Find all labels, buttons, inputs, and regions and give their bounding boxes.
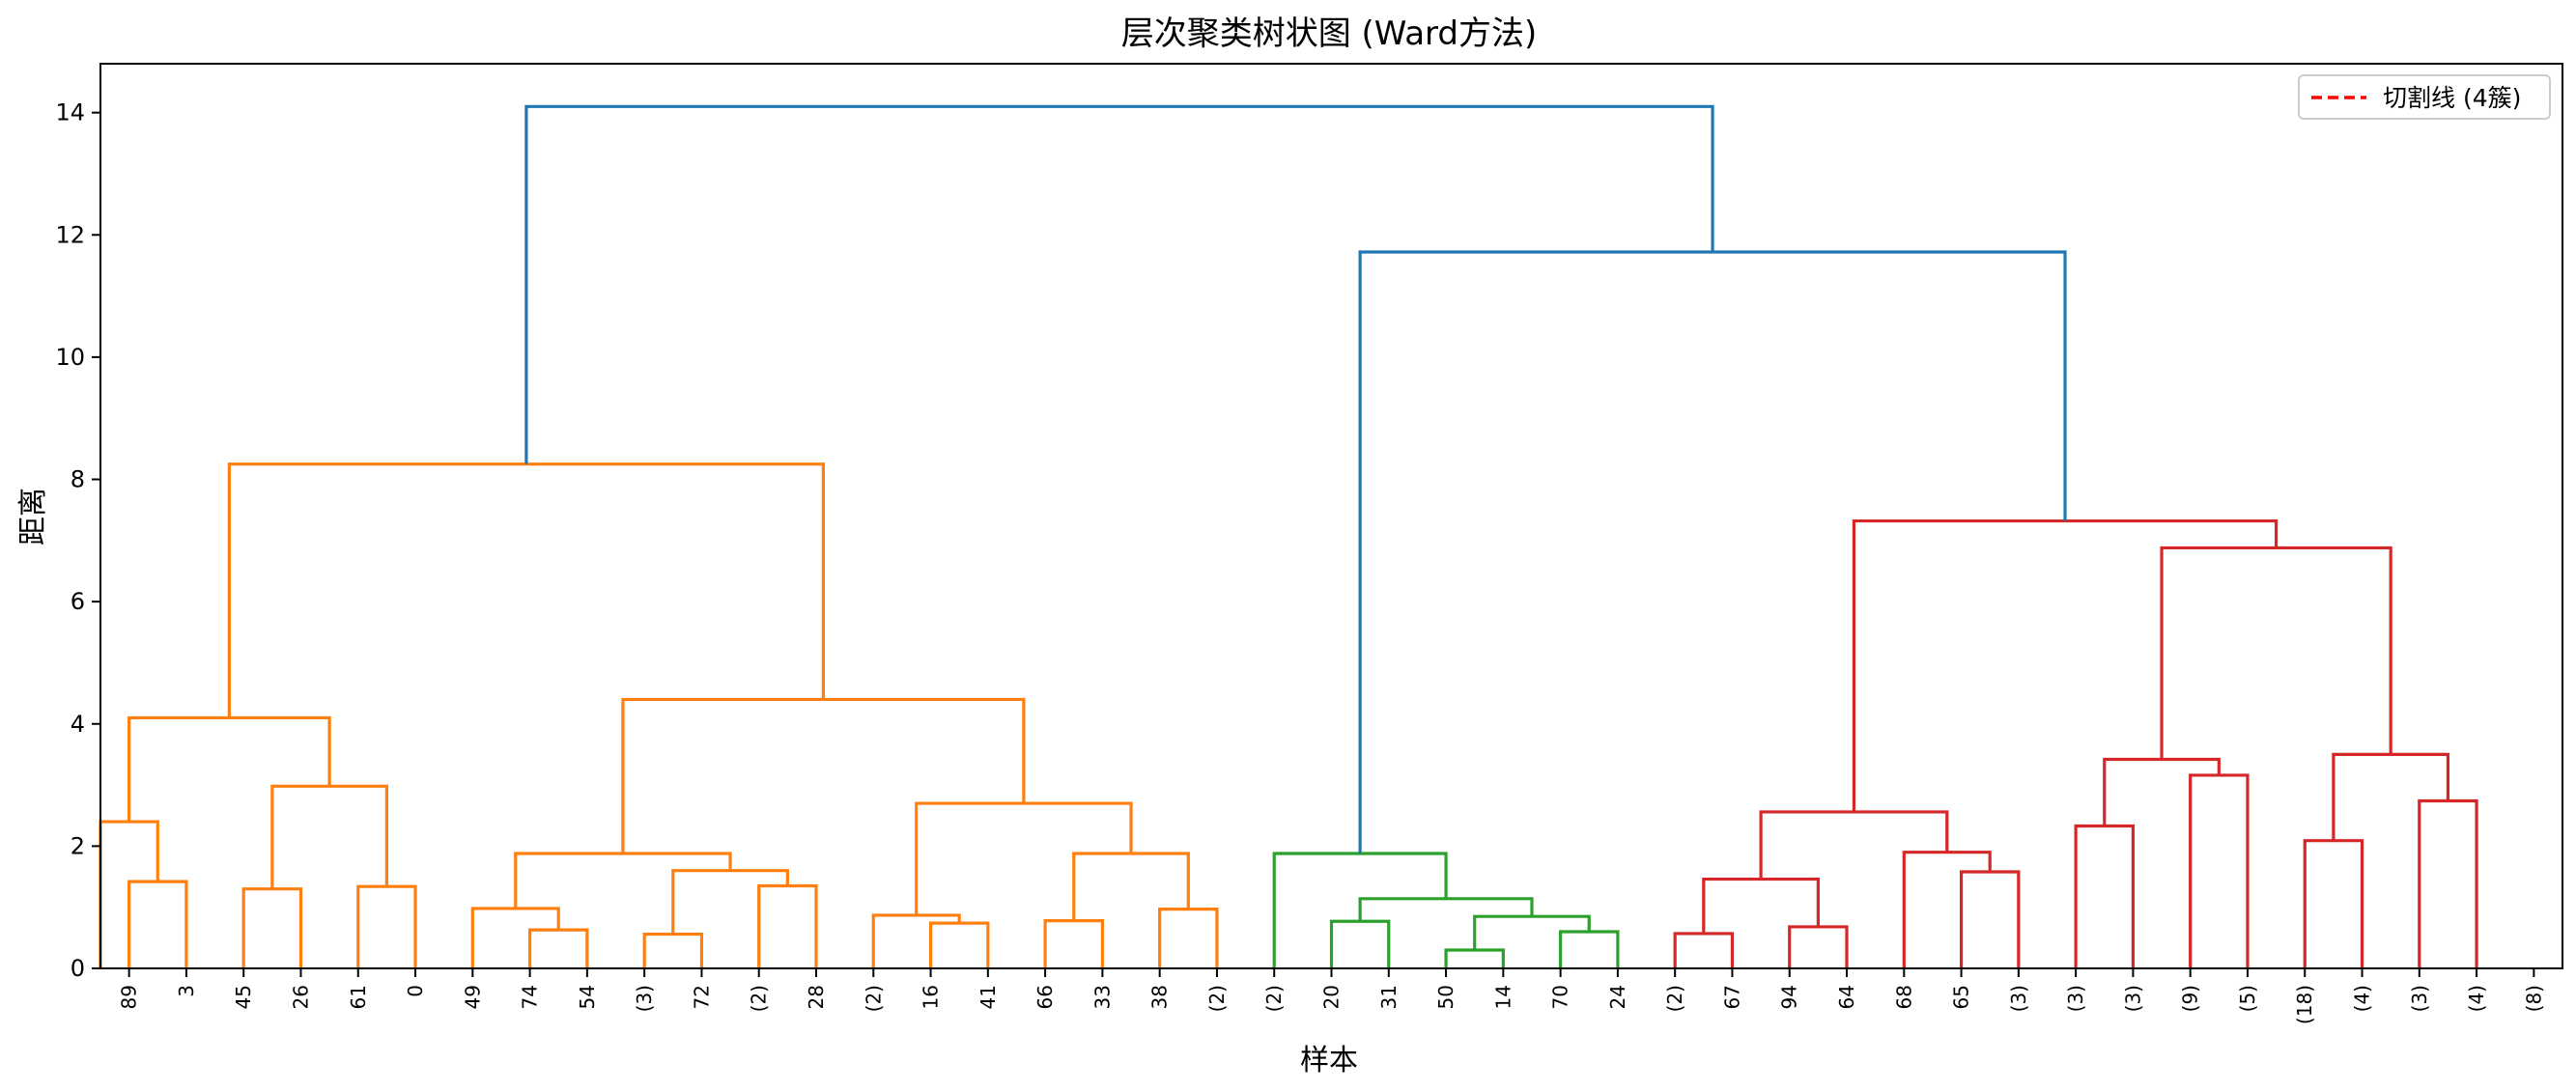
x-tick-label: (2): [1663, 985, 1686, 1012]
x-tick-label: (3): [2121, 985, 2144, 1012]
x-tick-label: 28: [805, 985, 828, 1009]
x-tick-label: 66: [1033, 985, 1057, 1009]
x-tick-label: 94: [1778, 985, 1801, 1009]
x-tick-label: 64: [1835, 985, 1858, 1009]
y-axis-ticks: 0 2 4 6 8 10 12 14: [55, 99, 100, 982]
x-tick-label: 54: [576, 985, 599, 1009]
x-tick-label: 3: [175, 985, 198, 997]
x-tick-label: (2): [748, 985, 771, 1012]
x-tick-label: 33: [1090, 985, 1114, 1009]
y-tick-label: 0: [71, 955, 85, 982]
x-tick-label: (2): [1262, 985, 1286, 1012]
x-tick-label: 14: [1491, 985, 1514, 1009]
y-axis-label: 距离: [16, 488, 50, 546]
x-tick-label: 65: [1950, 985, 1973, 1009]
dendrogram-link-41: [524, 104, 1714, 464]
x-tick-label: 72: [690, 985, 713, 1009]
y-tick-label: 12: [55, 221, 85, 248]
legend-entry-label: 切割线 (4簇): [2383, 84, 2521, 112]
x-tick-label: (5): [2236, 985, 2259, 1012]
x-tick-label: 70: [1549, 985, 1572, 1009]
legend-box: [2298, 74, 2551, 120]
x-tick-label: 16: [920, 985, 943, 1009]
x-tick-label: 50: [1434, 985, 1458, 1009]
x-tick-label: 38: [1148, 985, 1172, 1009]
y-tick-label: 10: [55, 344, 85, 371]
x-tick-label: 61: [347, 985, 370, 1009]
x-tick-label: 41: [977, 985, 1000, 1009]
x-tick-label: 49: [461, 985, 484, 1009]
x-tick-label: (4): [2465, 985, 2488, 1012]
x-tick-label: 45: [232, 985, 255, 1009]
x-tick-label: 31: [1377, 985, 1401, 1009]
plot-frame: [99, 63, 2563, 969]
y-tick-label: 2: [71, 832, 85, 859]
x-tick-label: (18): [2293, 985, 2316, 1024]
x-tick-label: 89: [118, 985, 141, 1009]
x-tick-label: 0: [404, 985, 427, 997]
x-tick-label: (9): [2179, 985, 2202, 1012]
y-tick-label: 8: [71, 466, 85, 493]
y-tick-label: 4: [71, 711, 85, 738]
x-tick-label: (2): [862, 985, 885, 1012]
x-tick-label: 74: [519, 985, 542, 1009]
x-tick-label: (2): [1205, 985, 1229, 1012]
x-tick-label: (3): [2007, 985, 2030, 1012]
x-axis-leaf-labels: 89 3 45 26 61 0 49 74 54 (3) 72 (2) 28 (2) 16 41 66 33 38 (…: [118, 968, 2545, 1024]
dendrogram-links: [99, 104, 2478, 968]
x-tick-label: (3): [2064, 985, 2087, 1012]
chart-title: 层次聚类树状图 (Ward方法): [1121, 14, 1538, 53]
x-tick-label: (3): [2408, 985, 2431, 1012]
y-tick-label: 6: [71, 588, 85, 615]
x-tick-label: 26: [289, 985, 312, 1009]
x-axis-label: 样本: [1300, 1044, 1358, 1077]
x-tick-label: 67: [1720, 985, 1743, 1009]
x-tick-label: (8): [2522, 985, 2545, 1012]
x-tick-label: 20: [1320, 985, 1344, 1009]
legend: 切割线 (4簇): [2298, 74, 2551, 120]
x-tick-label: (4): [2351, 985, 2374, 1012]
x-tick-label: 24: [1606, 985, 1629, 1009]
x-tick-label: (3): [633, 985, 656, 1012]
x-tick-label: 68: [1892, 985, 1915, 1009]
y-tick-label: 14: [55, 99, 85, 126]
